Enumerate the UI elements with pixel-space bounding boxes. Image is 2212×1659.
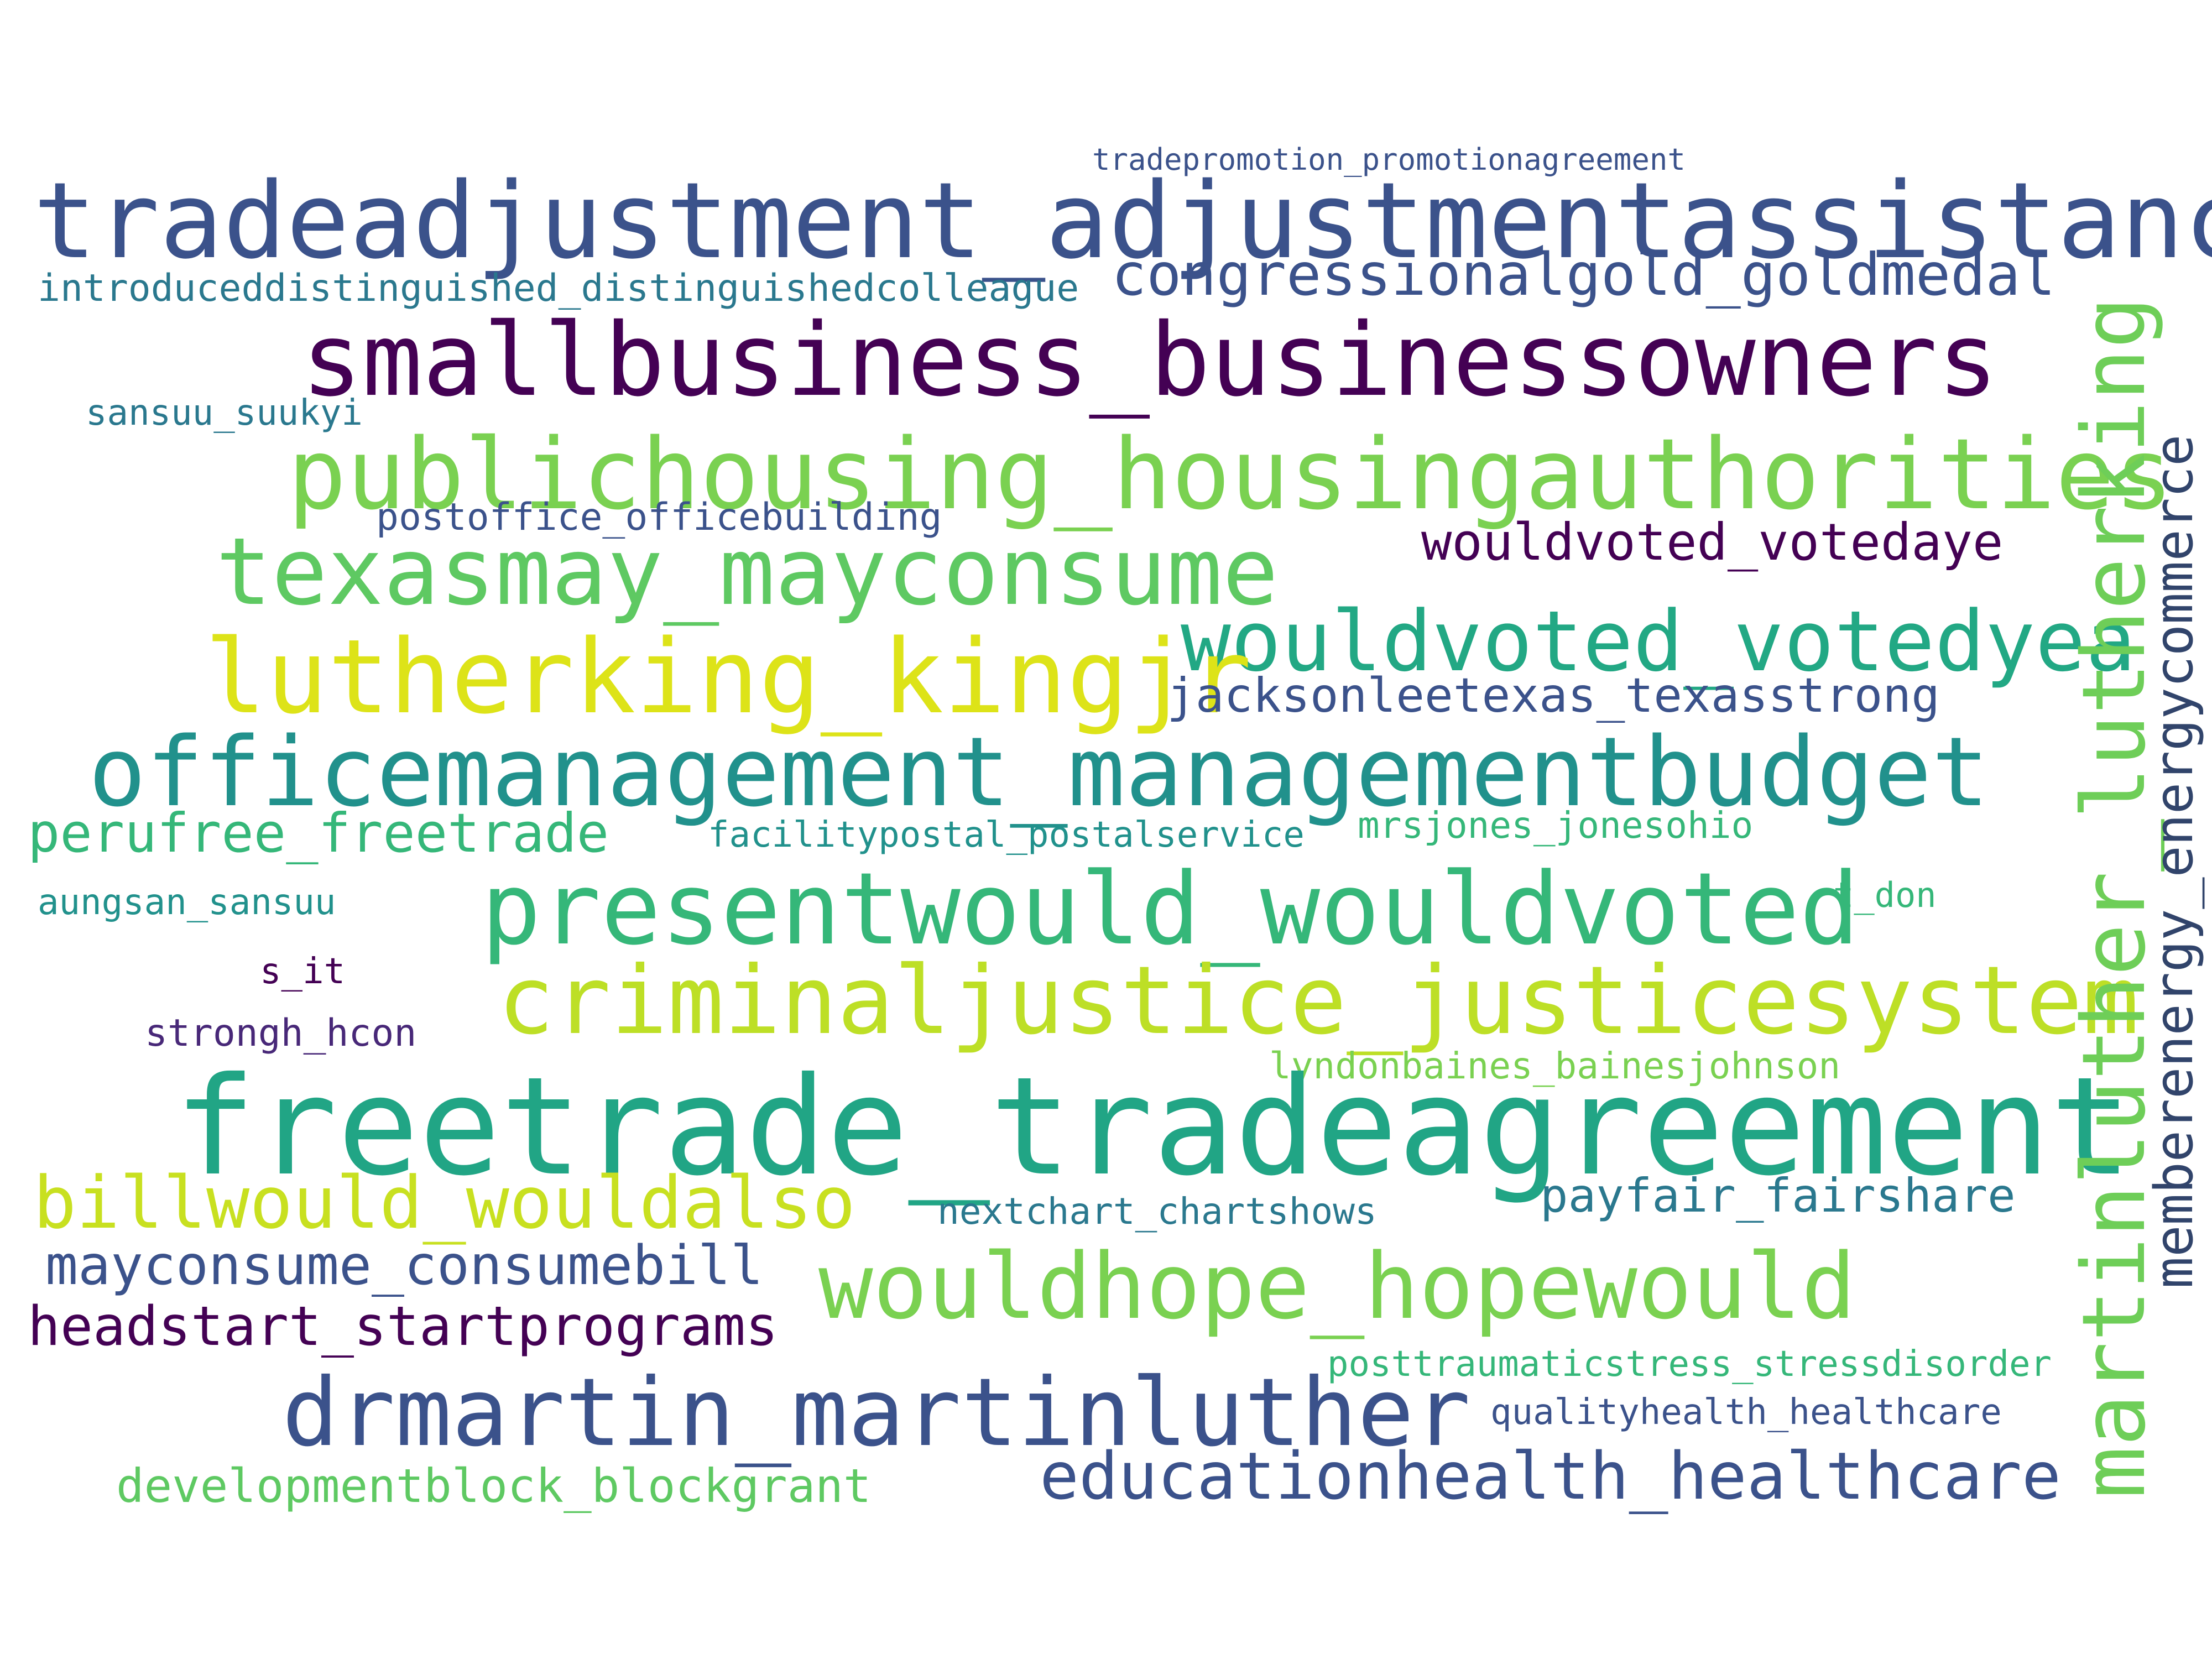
word-billwould: billwould_wouldalso [33,1161,856,1245]
word-criminaljustice: criminaljustice_justicesystem [498,946,2140,1056]
word-lutherking: lutherking_kingjr [205,617,1252,737]
word-payfair: payfair_fairshare [1540,1168,2016,1223]
word-headstart: headstart_startprograms [28,1295,779,1358]
word-publichousing: publichousing_housingauthorities [288,418,2174,531]
word-t-don: t_don [1833,875,1937,915]
word-lyndonbaines: lyndonbaines_bainesjohnson [1269,1045,1841,1087]
word-texasmay: texasmay_mayconsume [216,518,1279,626]
word-drmartin: drmartin_martinluther [282,1358,1471,1468]
word-sansuu: sansuu_suukyi [86,393,363,434]
word-wouldvoted-votedyea: wouldvoted_votedyea [1181,593,2136,690]
word-mrsjones: mrsjones_jonesohio [1358,804,1754,847]
word-congressionalgold: congressionalgold_goldmedal [1112,241,2056,309]
word-officemanagement: officemanagement_managementbudget [88,716,1990,828]
word-mayconsume: mayconsume_consumebill [45,1234,764,1297]
word-aungsan: aungsan_sansuu [38,882,336,923]
word-freetrade: freetrade_tradeagreement [174,1048,2132,1206]
word-wouldvoted-votedaye: wouldvoted_votedaye [1421,513,2004,572]
word-educationhealth: educationhealth_healthcare [1040,1438,2062,1514]
word-developmentblock: developmentblock_blockgrant [116,1459,872,1513]
word-posttraumaticstress: posttraumaticstress_stressdisorder [1327,1344,2052,1385]
word-smallbusiness: smallbusiness_businessowners [301,301,1999,419]
word-jacksonleetexas: jacksonleetexas_texasstrong [1167,668,1940,723]
word-tradepromotion: tradepromotion_promotionagreement [1092,142,1686,177]
word-strongh: strongh_hcon [145,1011,417,1055]
word-introduceddistinguished: introduceddistinguished_distinguishedcol… [38,267,1079,310]
word-presentwould: presentwould_wouldvoted [481,852,1860,967]
word-s-it: s_it [260,951,346,992]
word-tradeadjustment: tradeadjustment_adjustmentassistance [33,160,2212,282]
word-memberenergy-vertical: memberenergy_energycommerce [2144,434,2205,1288]
word-qualityhealth: qualityhealth_healthcare [1490,1392,2002,1433]
word-facilitypostal: facilitypostal_postalservice [708,815,1305,855]
word-wouldhope: wouldhope_hopewould [818,1234,1856,1339]
word-nextchart: nextchart_chartshows [937,1190,1377,1233]
word-postoffice: postoffice_officebuilding [376,495,942,539]
word-perufree: perufree_freetrade [28,802,609,864]
